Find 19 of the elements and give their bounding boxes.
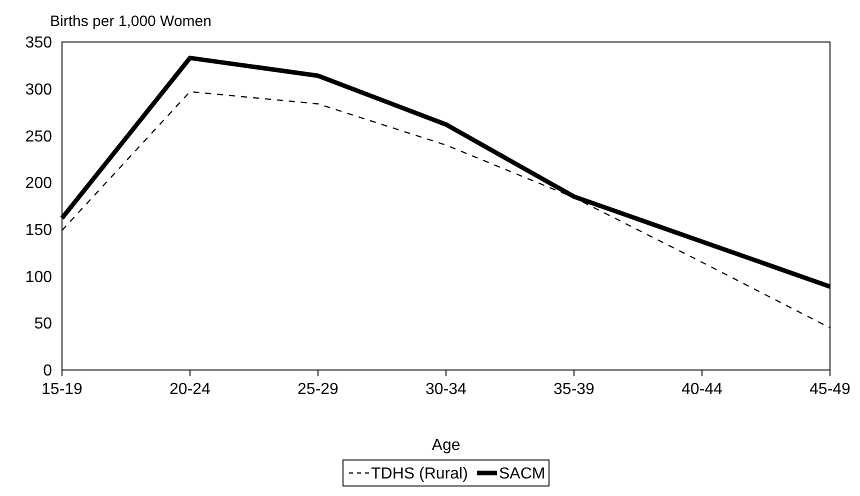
y-tick-label: 50 <box>34 316 52 333</box>
y-axis-title: Births per 1,000 Women <box>50 13 212 30</box>
y-tick-label: 0 <box>43 362 52 380</box>
y-tick-label: 100 <box>25 268 52 286</box>
x-tick-label: 30-34 <box>426 381 467 398</box>
y-tick-label: 350 <box>25 34 52 52</box>
y-tick-label: 300 <box>25 81 52 98</box>
x-tick-label: 15-19 <box>42 381 83 398</box>
y-tick-label: 200 <box>25 175 52 192</box>
x-tick-label: 40-44 <box>682 381 723 398</box>
y-tick-label: 250 <box>25 128 52 146</box>
x-axis-title: Age <box>432 437 460 454</box>
y-tick-label: 150 <box>25 222 52 240</box>
x-tick-label: 45-49 <box>810 381 851 398</box>
legend-label: TDHS (Rural) <box>371 466 468 483</box>
x-tick-label: 35-39 <box>554 381 595 398</box>
x-tick-label: 25-29 <box>298 381 339 398</box>
x-tick-label: 20-24 <box>170 381 211 398</box>
legend-label: SACM <box>499 466 546 483</box>
